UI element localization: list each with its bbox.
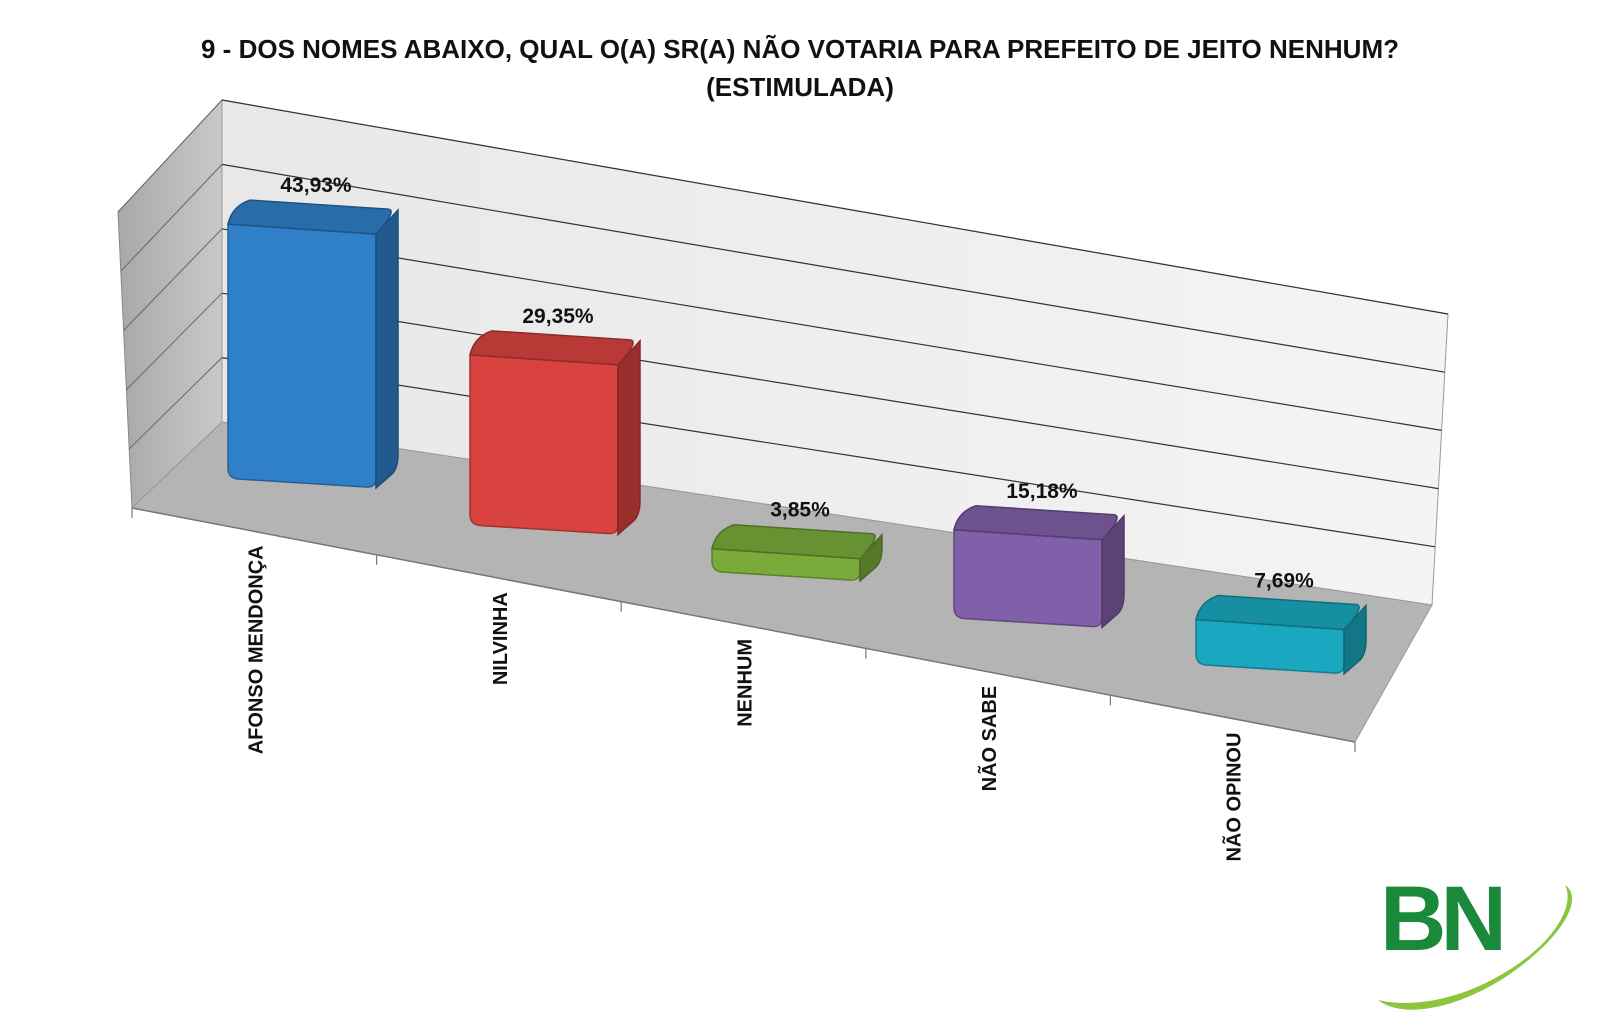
bar-side (1343, 603, 1367, 676)
bar-side (617, 338, 641, 537)
bar-side (859, 532, 883, 583)
bar-top (953, 505, 1118, 541)
side-gridline (117, 99, 223, 213)
value-label: 15,18% (1006, 480, 1078, 503)
category-labels: AFONSO MENDONÇA NILVINHA NENHUM NÃO SABE NÃO… (245, 545, 1245, 861)
chart-frame (117, 98, 1449, 752)
chart-title-line-1: 9 - DOS NOMES ABAIXO, QUAL O(A) SR(A) NÃ… (201, 34, 1399, 64)
value-label: 29,35% (522, 305, 594, 328)
side-gridline (126, 292, 223, 390)
side-gridline (120, 164, 223, 272)
bar-front (953, 528, 1103, 628)
bar-front (227, 223, 377, 488)
gridline (221, 357, 1436, 548)
bar-top (469, 330, 634, 366)
category-label: NILVINHA (490, 592, 512, 685)
bar-front (469, 354, 619, 535)
category-label: AFONSO MENDONÇA (245, 545, 267, 754)
bar (711, 523, 883, 583)
bar-side (375, 208, 399, 490)
gridline (221, 292, 1439, 490)
category-label: NÃO OPINOU (1223, 733, 1246, 862)
side-gridline (123, 228, 223, 331)
bar (227, 199, 399, 490)
chart-title-line-2: (ESTIMULADA) (706, 72, 894, 102)
bar-top (227, 199, 392, 235)
category-label: NÃO SABE (978, 686, 1001, 792)
bn-logo: BN (1378, 868, 1573, 1010)
bar (953, 505, 1125, 630)
gridlines (117, 99, 1449, 548)
value-label: 43,93% (280, 174, 352, 197)
value-label: 3,85% (770, 499, 830, 522)
gridline (221, 99, 1449, 315)
category-label: NENHUM (735, 639, 757, 727)
bar-top (711, 523, 876, 560)
value-labels: 43,93% 29,35% 3,85% 15,18% 7,69% (280, 174, 1314, 592)
side-gridline (128, 357, 223, 450)
logo-text: BN (1380, 868, 1501, 970)
gridline (221, 228, 1442, 431)
category-axis (131, 507, 1356, 743)
bar-top (1195, 594, 1360, 631)
chart-title: 9 - DOS NOMES ABAIXO, QUAL O(A) SR(A) NÃ… (0, 30, 1600, 106)
bar-side (1101, 513, 1125, 630)
axis-ticks (131, 508, 1356, 752)
bar (1195, 594, 1367, 676)
bars (227, 199, 1367, 676)
gridline (221, 163, 1445, 373)
value-label: 7,69% (1254, 570, 1314, 593)
bar (469, 330, 641, 537)
